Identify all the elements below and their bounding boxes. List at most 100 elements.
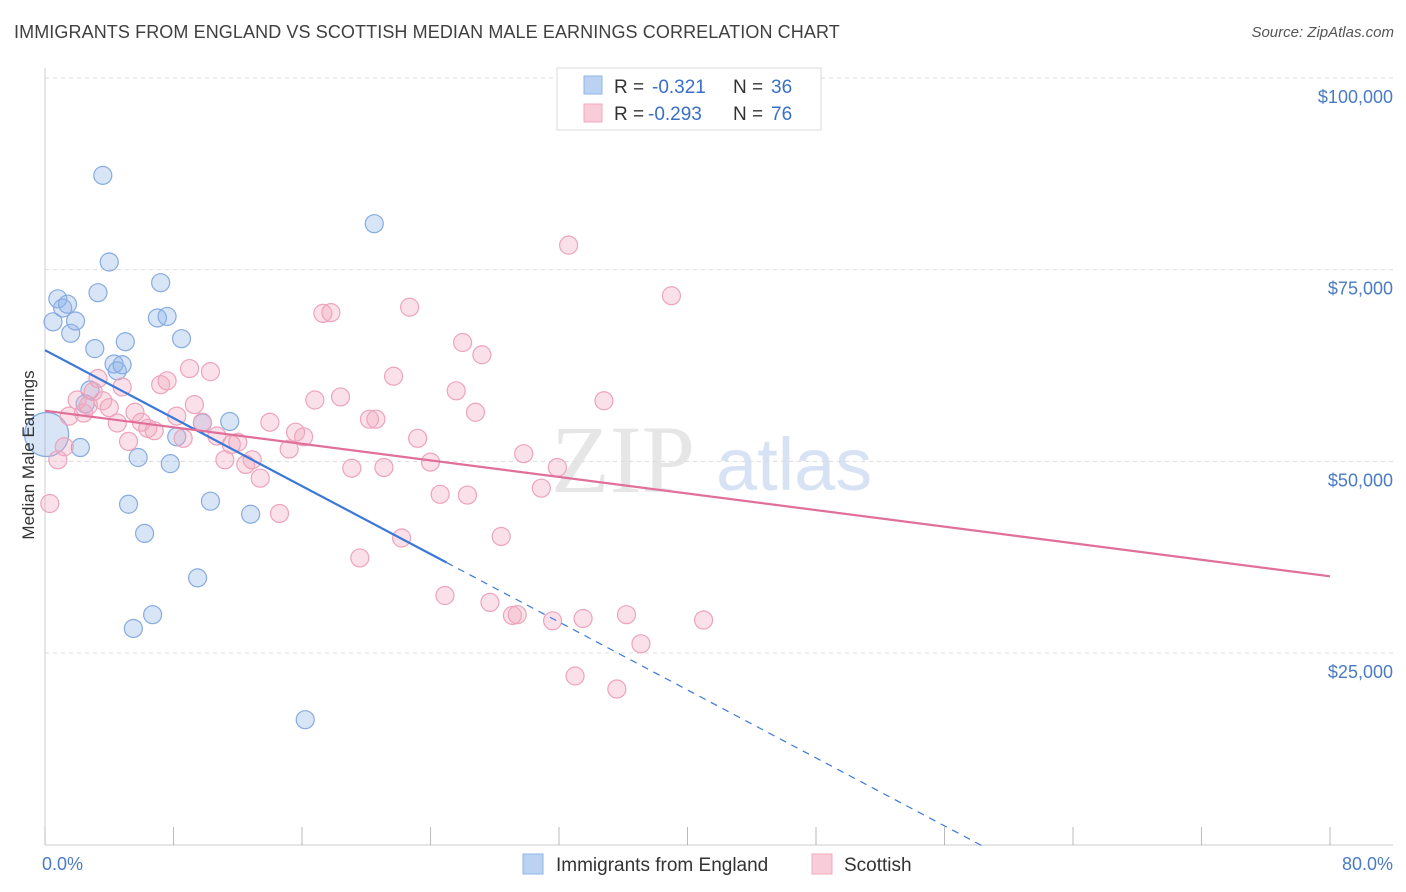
- point-scottish-25: [200, 362, 221, 382]
- y-tick-label-2: $75,000: [1328, 279, 1393, 299]
- bottom-legend-swatch-blue: [522, 853, 544, 875]
- point-england-7: [70, 437, 90, 458]
- point-scottish-71: [607, 679, 627, 699]
- point-scottish-62: [507, 605, 527, 625]
- point-england-25: [157, 306, 177, 327]
- point-scottish-0: [40, 493, 60, 514]
- x-tick-label-min: 0.0%: [42, 854, 83, 874]
- point-england-11: [88, 283, 108, 303]
- point-scottish-54: [446, 381, 466, 401]
- point-scottish-46: [374, 457, 394, 478]
- legend-swatch-blue: [583, 75, 603, 95]
- point-scottish-2: [54, 437, 74, 457]
- point-scottish-69: [573, 608, 593, 629]
- watermark-atlas: atlas: [716, 423, 872, 506]
- point-scottish-33: [260, 412, 280, 432]
- legend-r-label-2: R =: [614, 104, 644, 125]
- point-scottish-45: [366, 409, 386, 429]
- legend-n-value-1: 36: [771, 77, 792, 98]
- point-scottish-68: [565, 666, 585, 686]
- point-scottish-35: [279, 439, 299, 459]
- point-england-29: [187, 568, 208, 588]
- chart-source: Source: ZipAtlas.com: [1251, 24, 1394, 41]
- point-scottish-73: [631, 634, 651, 654]
- point-scottish-60: [491, 526, 511, 547]
- point-scottish-40: [321, 303, 341, 323]
- point-england-9: [80, 380, 100, 400]
- y-tick-label-0: $25,000: [1328, 662, 1393, 682]
- point-scottish-55: [453, 332, 473, 353]
- point-scottish-23: [184, 395, 204, 415]
- point-england-31: [200, 491, 221, 511]
- legend-n-label-1: N =: [733, 77, 763, 98]
- point-england-21: [134, 523, 155, 544]
- trend-england-solid: [44, 349, 448, 564]
- y-tick-labels: $25,000 $50,000 $75,000 $100,000: [1318, 87, 1393, 682]
- point-england-2: [48, 289, 68, 309]
- point-scottish-32: [250, 468, 270, 488]
- y-tick-label-1: $50,000: [1328, 470, 1393, 490]
- point-england-18: [118, 494, 139, 514]
- point-scottish-24: [192, 412, 213, 432]
- point-scottish-66: [547, 457, 567, 478]
- trend-scottish: [44, 409, 1331, 578]
- y-axis-label: Median Male Earnings: [19, 370, 38, 539]
- gridlines: [45, 77, 1393, 654]
- point-scottish-19: [157, 371, 177, 391]
- point-england-22: [143, 605, 163, 625]
- point-england-10: [85, 339, 105, 359]
- point-england-34: [295, 710, 315, 730]
- point-scottish-42: [342, 458, 362, 478]
- point-england-35: [364, 214, 384, 234]
- point-scottish-53: [435, 585, 455, 606]
- point-england-24: [151, 273, 171, 293]
- point-scottish-64: [531, 478, 551, 498]
- watermark-zip: ZIP: [551, 406, 695, 513]
- x-tick-label-max: 80.0%: [1342, 854, 1393, 874]
- point-scottish-74: [661, 286, 682, 306]
- bottom-legend-label-scottish: Scottish: [844, 855, 912, 876]
- point-scottish-65: [542, 611, 563, 631]
- legend-r-value-1: -0.321: [652, 77, 706, 98]
- series-immigrants-from-england: [24, 165, 384, 730]
- chart-title: IMMIGRANTS FROM ENGLAND VS SCOTTISH MEDI…: [14, 22, 840, 42]
- point-england-33: [241, 504, 261, 524]
- point-england-19: [123, 618, 143, 639]
- point-scottish-58: [472, 345, 492, 365]
- point-england-4: [57, 294, 78, 314]
- point-england-23: [147, 308, 168, 328]
- legend-r-label-1: R =: [614, 77, 644, 98]
- legend-n-value-2: 76: [771, 104, 792, 125]
- point-scottish-47: [383, 366, 404, 386]
- point-scottish-52: [430, 484, 450, 504]
- point-scottish-49: [400, 297, 420, 317]
- bottom-legend-swatch-pink: [811, 853, 833, 875]
- point-england-1: [43, 312, 63, 332]
- point-england-13: [99, 252, 119, 272]
- point-england-0: [24, 411, 70, 458]
- point-scottish-11: [107, 413, 127, 433]
- legend: R = -0.321 N = 36 R = -0.293 N = 76: [556, 67, 822, 131]
- point-scottish-57: [465, 402, 486, 422]
- point-england-28: [171, 329, 192, 349]
- point-scottish-13: [118, 431, 139, 451]
- bottom-legend-label-england: Immigrants from England: [556, 855, 768, 876]
- point-scottish-50: [408, 428, 428, 448]
- point-scottish-10: [99, 398, 119, 418]
- point-england-16: [112, 355, 132, 375]
- point-england-20: [128, 447, 148, 468]
- point-scottish-67: [559, 235, 579, 255]
- legend-swatch-pink: [583, 103, 603, 123]
- bottom-legend: Immigrants from England Scottish: [522, 853, 912, 876]
- point-scottish-22: [179, 358, 200, 379]
- legend-n-label-2: N =: [733, 104, 763, 125]
- trend-lines: [44, 349, 1331, 848]
- point-england-32: [220, 411, 240, 432]
- y-tick-label-3: $100,000: [1318, 87, 1393, 107]
- point-england-6: [65, 311, 86, 331]
- point-england-26: [160, 454, 180, 474]
- point-scottish-70: [594, 391, 614, 411]
- point-scottish-56: [457, 485, 478, 505]
- point-scottish-34: [269, 503, 290, 524]
